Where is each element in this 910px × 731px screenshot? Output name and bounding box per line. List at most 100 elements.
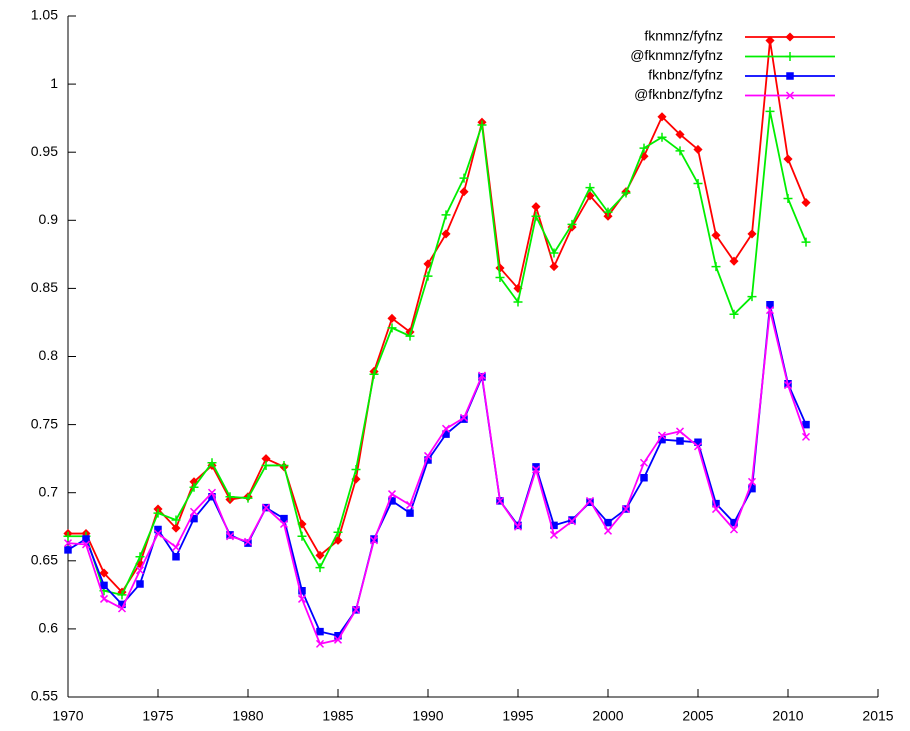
marker — [117, 590, 127, 600]
marker — [567, 517, 577, 526]
marker — [225, 532, 235, 541]
marker — [531, 211, 541, 221]
marker — [172, 552, 180, 561]
y-tick-label: 0.85 — [31, 279, 58, 295]
marker — [315, 563, 325, 573]
marker — [801, 237, 811, 247]
marker — [189, 507, 199, 516]
marker — [585, 191, 595, 201]
marker — [63, 539, 73, 548]
legend-marker — [785, 52, 795, 61]
marker — [171, 515, 181, 525]
marker — [604, 518, 612, 527]
marker — [261, 503, 271, 512]
marker — [639, 458, 649, 467]
marker — [333, 535, 343, 545]
marker — [243, 537, 253, 546]
marker — [729, 309, 739, 319]
x-tick-label: 2015 — [862, 708, 893, 724]
marker — [64, 546, 72, 554]
y-tick-label: 0.6 — [39, 620, 59, 636]
marker — [351, 605, 361, 614]
marker — [100, 581, 108, 590]
series-line — [67, 304, 807, 637]
marker — [423, 259, 433, 269]
marker — [639, 143, 649, 153]
legend-marker — [786, 72, 794, 80]
marker — [136, 580, 144, 588]
marker — [369, 536, 379, 545]
marker — [495, 273, 505, 283]
marker — [459, 187, 469, 197]
marker — [657, 112, 667, 122]
marker — [117, 604, 127, 613]
y-tick-label: 0.95 — [31, 143, 58, 159]
marker — [747, 229, 757, 239]
marker — [531, 465, 541, 474]
marker — [135, 552, 145, 562]
marker — [675, 146, 685, 156]
y-tick-label: 0.7 — [39, 483, 59, 499]
marker — [441, 424, 451, 433]
marker — [621, 188, 631, 198]
y-tick-label: 1.05 — [31, 7, 58, 23]
marker — [369, 369, 379, 379]
y-tick-label: 0.8 — [39, 347, 59, 363]
marker — [279, 460, 289, 470]
marker — [441, 210, 451, 220]
x-tick-label: 1995 — [502, 708, 533, 724]
marker — [603, 526, 613, 535]
marker — [135, 566, 145, 575]
marker — [423, 451, 433, 460]
legend-label: @fknbnz/fyfnz — [634, 86, 723, 102]
marker — [783, 381, 793, 390]
marker — [657, 431, 667, 440]
legend-label: @fknmnz/fyfnz — [630, 47, 723, 63]
marker — [225, 492, 235, 502]
marker — [207, 488, 217, 497]
marker — [171, 523, 181, 533]
marker — [333, 527, 343, 537]
marker — [63, 531, 73, 541]
marker — [99, 594, 109, 603]
marker — [549, 248, 559, 258]
marker — [783, 154, 793, 164]
marker — [513, 297, 523, 307]
marker — [801, 432, 811, 441]
series-line — [68, 111, 807, 596]
x-tick-label: 1990 — [412, 708, 443, 724]
marker — [603, 207, 613, 217]
marker — [280, 514, 288, 523]
marker — [621, 505, 631, 514]
marker — [549, 530, 559, 539]
marker — [693, 179, 703, 189]
marker — [459, 413, 469, 422]
marker — [657, 132, 667, 142]
marker — [82, 535, 90, 543]
legend-label: fknmnz/fyfnz — [644, 28, 723, 44]
marker — [153, 529, 163, 538]
marker — [495, 496, 505, 505]
marker — [675, 427, 685, 436]
marker — [765, 35, 775, 46]
marker — [153, 508, 163, 518]
marker — [99, 568, 109, 578]
marker — [387, 313, 397, 323]
y-tick-label: 0.75 — [31, 415, 58, 431]
marker — [297, 594, 307, 603]
marker — [802, 420, 810, 429]
marker — [729, 525, 739, 534]
marker — [513, 522, 523, 531]
marker — [765, 306, 775, 315]
marker — [405, 500, 415, 509]
legend-marker — [785, 32, 795, 42]
marker — [766, 300, 774, 309]
marker — [81, 540, 91, 549]
marker — [567, 219, 577, 229]
marker — [693, 144, 703, 155]
x-tick-label: 1970 — [52, 708, 83, 724]
marker — [676, 437, 684, 445]
marker — [585, 183, 595, 193]
y-tick-label: 0.65 — [31, 552, 58, 568]
marker — [351, 465, 361, 475]
